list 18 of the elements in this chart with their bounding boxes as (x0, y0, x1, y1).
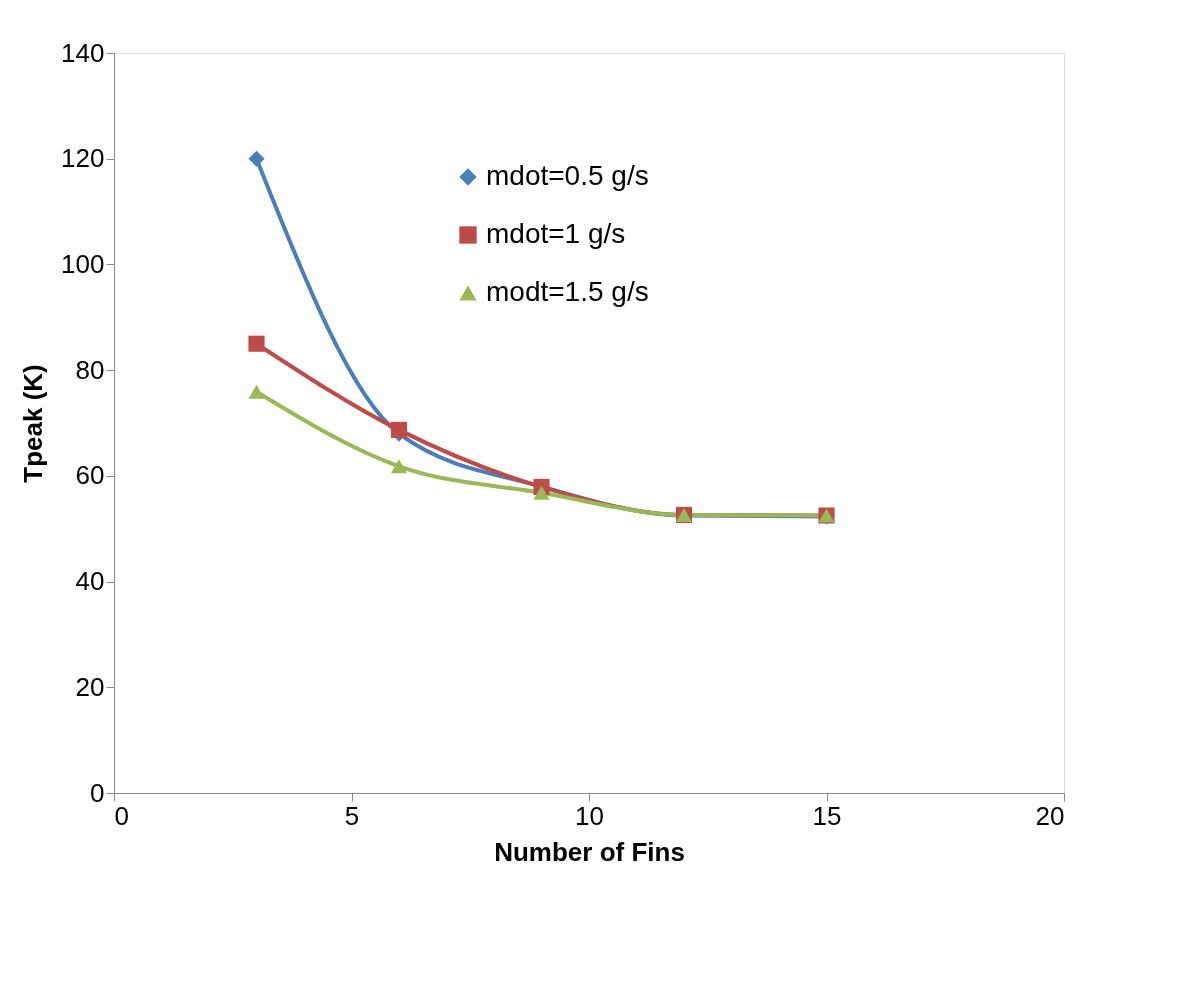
y-tick-label: 40 (75, 566, 105, 597)
x-tick-label: 10 (575, 800, 604, 831)
x-tick-label: 5 (344, 800, 360, 831)
x-tick-label: 15 (812, 800, 842, 831)
legend-label: mdot=0.5 g/s (486, 160, 649, 191)
y-axis-title: Tpeak (K) (18, 364, 49, 483)
legend-label: mdot=1 g/s (486, 218, 626, 249)
y-tick-label: 80 (75, 354, 105, 385)
x-tick-label: 0 (114, 800, 129, 831)
legend-label: modt=1.5 g/s (486, 276, 649, 307)
y-tick-label: 120 (61, 143, 105, 174)
y-tick-label: 60 (75, 460, 105, 491)
y-tick-label: 0 (90, 777, 105, 808)
y-tick-label: 20 (75, 671, 105, 702)
y-tick-label: 140 (61, 37, 105, 68)
x-tick-label: 20 (1035, 800, 1065, 831)
y-tick-label: 100 (61, 248, 105, 279)
x-axis-title: Number of Fins (494, 836, 685, 867)
